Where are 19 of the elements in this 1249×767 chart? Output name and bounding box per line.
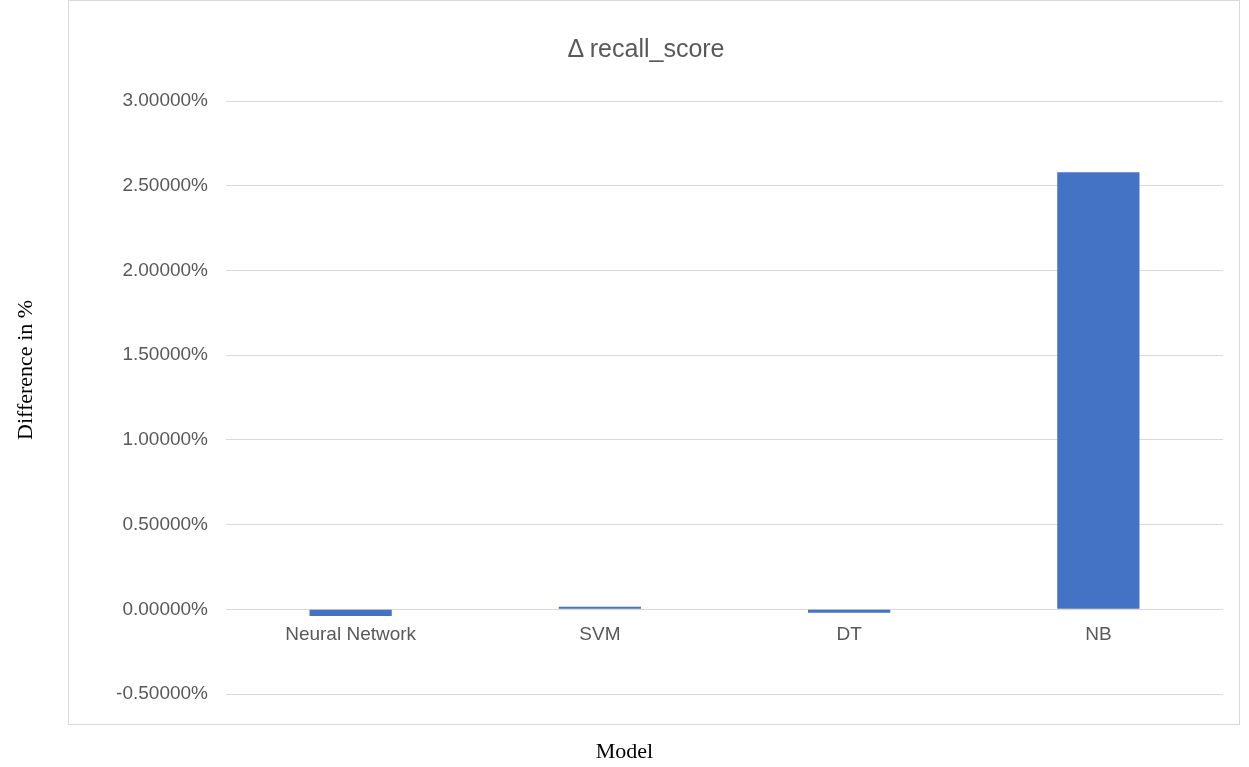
- y-tick-label: 2.50000%: [122, 173, 209, 195]
- y-tick-label: 2.00000%: [122, 258, 209, 280]
- y-tick-label: -0.50000%: [116, 682, 209, 704]
- bar: [558, 606, 641, 609]
- x-tick-label: SVM: [579, 622, 621, 644]
- y-tick-label: 1.50000%: [122, 343, 209, 365]
- x-axis-title: Model: [594, 738, 655, 764]
- chart-title: Δ recall_score: [567, 33, 725, 62]
- y-axis-title: Difference in %: [12, 299, 38, 440]
- x-tick-label: NB: [1085, 622, 1112, 644]
- y-tick-label: 1.00000%: [122, 428, 209, 450]
- y-tick-label: 3.00000%: [122, 89, 209, 111]
- bar: [309, 609, 392, 617]
- x-tick-label: Neural Network: [285, 622, 417, 644]
- y-tick-label: 0.50000%: [122, 512, 209, 534]
- bar: [1057, 172, 1140, 609]
- x-tick-label: DT: [836, 622, 863, 644]
- y-tick-label: 0.00000%: [122, 597, 209, 619]
- bar: [808, 609, 891, 613]
